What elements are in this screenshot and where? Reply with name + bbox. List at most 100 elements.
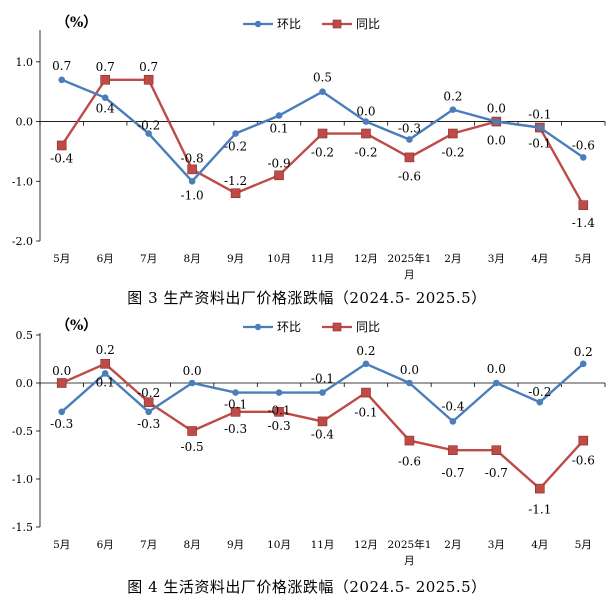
- data-label-mom: 0.2: [443, 90, 462, 104]
- point-yoy: [143, 74, 154, 85]
- data-label-mom: 0.0: [356, 105, 375, 119]
- point-mom: [579, 154, 587, 161]
- point-mom: [101, 94, 109, 101]
- point-mom: [362, 360, 370, 368]
- data-label-mom: 0.2: [574, 345, 593, 359]
- data-label-yoy: -0.6: [572, 454, 595, 468]
- point-yoy: [578, 435, 589, 446]
- point-mom: [406, 136, 413, 143]
- y-unit-label: （%）: [56, 318, 97, 334]
- chart-production-materials: 1.0 0.0 -1.0 -2.0 5月 6月 7月 8月 9月 10月 11月 12月 2025年1 月…: [12, 15, 606, 281]
- point-mom: [449, 106, 457, 113]
- point-yoy: [578, 200, 589, 210]
- x-tick-label: 4月: [531, 253, 548, 265]
- y-tick-label: -0.5: [12, 425, 33, 438]
- point-yoy: [230, 188, 241, 199]
- y-tick-label: -1.0: [12, 175, 33, 188]
- data-label-yoy: -1.4: [572, 216, 596, 230]
- x-tick-label: 11月: [311, 253, 335, 265]
- point-yoy: [230, 407, 241, 417]
- data-label-yoy: -0.2: [311, 146, 334, 160]
- data-label-mom: -0.2: [137, 119, 160, 133]
- data-label-mom: -1.0: [181, 188, 204, 202]
- data-label-mom: -0.1: [528, 108, 551, 122]
- point-mom: [319, 88, 326, 96]
- x-tick-label: 5月: [53, 253, 70, 265]
- data-label-yoy: -0.9: [267, 156, 290, 170]
- data-label-yoy: -1.1: [528, 503, 551, 517]
- legend-label: 同比: [356, 320, 380, 334]
- x-tick-label: 12月: [354, 253, 378, 265]
- point-yoy: [448, 445, 458, 455]
- data-label-yoy: -0.1: [354, 406, 377, 420]
- data-label-yoy: 0.7: [139, 60, 158, 74]
- y-tick-label: -1.0: [12, 473, 33, 486]
- point-yoy: [56, 140, 67, 151]
- point-mom: [275, 389, 283, 396]
- data-label-mom: 0.7: [52, 59, 71, 73]
- data-label-yoy: -0.4: [50, 151, 74, 165]
- legend-item-mom: 环比: [243, 17, 301, 31]
- point-yoy: [100, 74, 110, 85]
- point-mom: [275, 112, 283, 119]
- legend-item-yoy: 同比: [322, 320, 380, 334]
- data-label-mom: 0.1: [269, 122, 288, 136]
- legend-label: 环比: [277, 320, 301, 334]
- point-mom: [579, 360, 587, 368]
- x-tick-label: 11月: [311, 539, 335, 551]
- y-tick-label: 0.5: [16, 329, 34, 342]
- chart-living-materials: 0.5 0.0 -0.5 -1.0 -1.5 5月 6月 7月 8月 9月 10月 11月 12月 202…: [12, 318, 606, 567]
- x-tick-label: 10月: [267, 253, 291, 265]
- x-tick-label: 7月: [140, 539, 157, 551]
- legend-label: 同比: [356, 17, 380, 31]
- x-tick-label: 8月: [184, 253, 201, 265]
- data-label-yoy: -0.3: [267, 419, 290, 433]
- point-yoy: [317, 416, 328, 427]
- x-tick-label: 6月: [97, 539, 114, 551]
- data-label-mom: -0.3: [137, 417, 160, 431]
- x-tick-label: 5月: [575, 539, 592, 551]
- point-mom: [58, 408, 66, 416]
- chart-caption-living: 图 4 生活资料出厂价格涨跌幅（2024.5- 2025.5）: [127, 578, 487, 596]
- point-yoy: [187, 164, 197, 175]
- x-tick-label: 2025年1 月: [387, 252, 431, 281]
- x-tick-label: 2025年1 月: [387, 538, 431, 567]
- x-tick-label: 4月: [531, 539, 548, 551]
- data-label-mom: 0.0: [487, 102, 506, 116]
- point-mom: [188, 177, 196, 185]
- data-label-yoy: -0.4: [311, 427, 335, 441]
- y-tick-label: 0.0: [16, 377, 34, 390]
- point-yoy: [274, 407, 284, 417]
- point-mom: [145, 408, 152, 416]
- data-label-mom: -0.6: [572, 138, 595, 152]
- data-label-yoy: 0.7: [96, 60, 115, 74]
- data-label-yoy: -0.8: [181, 151, 204, 165]
- y-unit-label: （%）: [56, 15, 97, 31]
- x-tick-label: 3月: [488, 253, 505, 265]
- y-tick-label: 1.0: [16, 56, 34, 69]
- data-label-mom: 0.4: [96, 102, 115, 116]
- data-label-yoy: -0.6: [398, 455, 421, 469]
- point-yoy: [100, 358, 110, 369]
- point-yoy: [361, 387, 371, 398]
- point-yoy: [491, 445, 502, 455]
- point-yoy: [56, 378, 67, 388]
- point-yoy: [361, 128, 371, 139]
- legend-label: 环比: [277, 17, 301, 31]
- data-label-yoy: -0.2: [354, 146, 377, 160]
- data-label-mom: -0.1: [267, 404, 290, 418]
- data-label-yoy: -0.1: [528, 137, 551, 151]
- point-yoy: [404, 435, 415, 446]
- data-label-yoy: 0.2: [96, 343, 115, 357]
- data-label-yoy: -0.7: [441, 466, 464, 480]
- data-label-mom: -0.1: [311, 372, 334, 386]
- data-label-mom: -0.2: [528, 385, 551, 399]
- legend-item-mom: 环比: [243, 320, 301, 334]
- data-label-mom: 0.0: [487, 362, 506, 376]
- x-tick-label: 8月: [184, 539, 201, 551]
- data-label-mom: -0.1: [224, 398, 247, 412]
- data-label-yoy: -0.5: [181, 440, 204, 454]
- data-label-yoy: 0.0: [487, 134, 506, 148]
- x-tick-label: 10月: [267, 539, 291, 551]
- point-yoy: [317, 128, 328, 139]
